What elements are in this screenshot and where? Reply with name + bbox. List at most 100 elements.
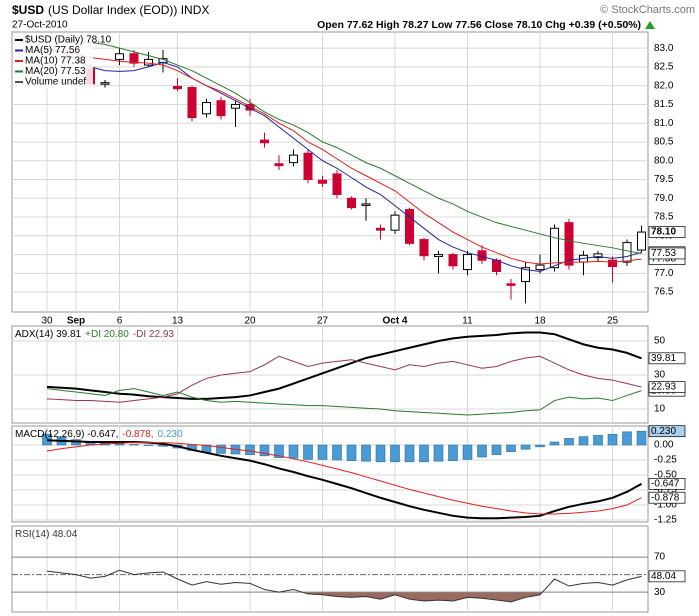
candle-body [173,85,182,90]
panel-title: MACD(12,26,9) -0.647, -0.878, 0.230 [15,429,183,440]
symbol-name: (US Dollar Index (EOD)) INDX [48,3,209,17]
candle-body [231,103,240,109]
chart-title: $USD (US Dollar Index (EOD)) INDX [12,3,209,17]
y-tick-label: 78.5 [654,212,674,223]
candle-body [521,267,530,283]
candle-body [434,254,443,257]
legend-label: MACD(12,26,9) -0.647, [15,429,118,440]
panel-frame [11,525,649,613]
y-tick-label: 82.5 [654,62,674,73]
y-tick-label: 82.0 [654,80,674,91]
candle-body [550,227,559,269]
panel-title: ADX(14) 39.81 +DI 20.80 -DI 22.93 [15,329,174,340]
panel [12,326,648,423]
value-badge-label: -0.647 [651,478,680,489]
x-tick-label: 30 [41,316,53,327]
histogram-bar [303,444,313,460]
histogram-bar [477,444,487,458]
candle-body [637,231,646,251]
legend-label: Volume undef [25,77,86,88]
value-badge [648,425,686,438]
x-tick-label: 25 [607,316,619,327]
histogram-bar [274,444,284,458]
histogram-bar [143,444,154,446]
candle-body [202,102,211,115]
x-tick-label: 11 [462,316,473,327]
candle-body [260,139,269,144]
histogram-bar [636,430,647,446]
y-tick-label: -0.25 [654,455,677,466]
y-tick-label: 50 [654,336,666,347]
value-badge [648,570,686,583]
legend-label: -DI 22.93 [133,329,175,340]
legend-box [13,33,93,89]
y-tick-label: 77.0 [654,268,674,279]
histogram-bar [593,435,603,446]
legend-label: 0.230 [158,429,183,440]
y-tick-label: 30 [654,370,666,381]
histogram-bar [462,444,473,460]
legend-label: -0.878, [122,429,153,440]
candle-body [419,239,429,257]
legend-label: MA(5) 77.56 [25,45,80,56]
legend-label: ADX(14) 39.81 [15,329,82,340]
candle-body [129,53,139,64]
candle-body [274,163,284,167]
x-tick-label: 27 [317,316,329,327]
value-badge-label: -0.878 [651,492,680,503]
symbol: $USD [12,3,44,17]
y-tick-label: 80.5 [654,137,674,148]
line-series [46,36,642,254]
x-tick-label: 6 [117,316,123,327]
candle-body [492,259,501,272]
y-tick-label: 79.5 [654,174,674,185]
line-series [46,355,642,403]
quote: Open 77.62 High 78.27 Low 77.56 Close 78… [317,19,641,31]
histogram-bar [317,444,328,460]
line-series [46,442,642,515]
histogram-bar [578,436,589,446]
histogram-bar [259,444,270,457]
value-badge [648,381,686,393]
candle-body [187,87,197,119]
value-badge-label: 0.230 [651,426,676,437]
x-tick-label: Sep [67,316,85,327]
value-badge-label: 39.81 [651,353,676,364]
histogram-bar [564,438,574,446]
histogram-bar [549,441,560,446]
histogram-bar [245,444,255,455]
histogram-bar [448,444,458,461]
value-badge-label: 78.10 [651,227,676,238]
candle-body [405,209,414,244]
candle-body [115,53,124,60]
histogram-bar [129,444,139,446]
y-tick-label: 79.0 [654,193,674,204]
x-tick-label: 20 [244,316,256,327]
y-tick-label: -0.75 [654,485,677,496]
value-badge [648,477,686,490]
candle-body [216,100,226,117]
histogram-bar [404,444,415,463]
histogram-bar [622,431,632,446]
value-badge [648,491,686,504]
y-tick-label: 0.00 [654,440,674,451]
candle-body [144,58,153,66]
legend-label: MA(10) 77.38 [25,56,86,67]
legend-label: $USD (Daily) 78.10 [25,35,112,46]
histogram-bar [332,444,342,461]
line-series [46,388,642,416]
value-badge-label: 48.04 [651,571,676,582]
candle-body [390,214,400,231]
line-series [46,569,642,603]
date: 27-Oct-2010 [12,20,68,31]
candle-body [608,259,617,268]
panel [12,32,648,312]
histogram-bar [520,444,531,450]
legend-label: RSI(14) 48.04 [15,529,78,540]
candle-body [318,179,327,184]
histogram-bar [288,444,299,459]
value-badge [648,226,686,238]
candle-body [448,254,458,267]
